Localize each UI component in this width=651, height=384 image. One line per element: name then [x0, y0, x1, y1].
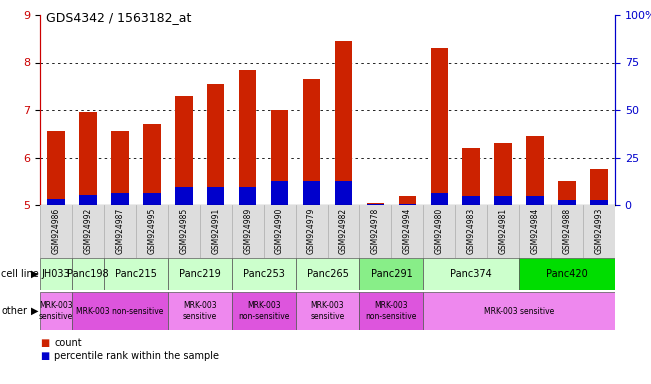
Bar	[271, 181, 288, 205]
Bar	[175, 96, 193, 205]
Bar	[590, 169, 608, 205]
Text: GSM924978: GSM924978	[371, 208, 380, 254]
Text: GSM924981: GSM924981	[499, 208, 508, 254]
Bar	[47, 131, 64, 205]
Text: Panc265: Panc265	[307, 269, 348, 279]
Bar	[430, 48, 448, 205]
Bar	[559, 200, 576, 205]
Bar	[143, 124, 161, 205]
Bar	[430, 193, 448, 205]
Bar	[398, 204, 416, 205]
Bar	[79, 113, 97, 205]
Bar	[40, 258, 72, 290]
Bar	[303, 181, 320, 205]
Text: ▶: ▶	[31, 306, 39, 316]
Text: Panc215: Panc215	[115, 269, 157, 279]
Bar	[335, 41, 352, 205]
Text: GSM924983: GSM924983	[467, 208, 476, 254]
Bar	[104, 258, 168, 290]
Bar	[423, 258, 519, 290]
Text: Panc291: Panc291	[370, 269, 412, 279]
Text: count: count	[54, 338, 82, 348]
Bar	[590, 200, 608, 205]
Text: Panc253: Panc253	[243, 269, 284, 279]
Bar	[47, 199, 64, 205]
Text: ■: ■	[40, 338, 49, 348]
Text: MRK-003
non-sensitive: MRK-003 non-sensitive	[238, 301, 289, 321]
Text: GSM924992: GSM924992	[83, 208, 92, 254]
Text: GSM924985: GSM924985	[179, 208, 188, 254]
Bar	[303, 79, 320, 205]
Bar	[271, 110, 288, 205]
Text: GSM924979: GSM924979	[307, 208, 316, 254]
Bar	[559, 181, 576, 205]
Bar	[527, 136, 544, 205]
Bar	[207, 84, 225, 205]
Bar	[79, 195, 97, 205]
Text: GDS4342 / 1563182_at: GDS4342 / 1563182_at	[46, 12, 191, 25]
Text: GSM924991: GSM924991	[211, 208, 220, 254]
Bar	[335, 181, 352, 205]
Text: GSM924982: GSM924982	[339, 208, 348, 254]
Text: MRK-003
non-sensitive: MRK-003 non-sensitive	[366, 301, 417, 321]
Bar	[40, 292, 72, 330]
Bar	[494, 197, 512, 205]
Text: MRK-003
sensitive: MRK-003 sensitive	[182, 301, 217, 321]
Bar	[143, 193, 161, 205]
Text: GSM924980: GSM924980	[435, 208, 444, 254]
Text: ▶: ▶	[31, 269, 39, 279]
Bar	[72, 258, 104, 290]
Text: GSM924988: GSM924988	[562, 208, 572, 254]
Text: percentile rank within the sample: percentile rank within the sample	[54, 351, 219, 361]
Text: JH033: JH033	[42, 269, 70, 279]
Bar	[232, 258, 296, 290]
Bar	[462, 148, 480, 205]
Text: GSM924993: GSM924993	[594, 208, 603, 254]
Bar	[367, 203, 384, 205]
Text: Panc198: Panc198	[67, 269, 109, 279]
Bar	[462, 197, 480, 205]
Bar	[239, 70, 256, 205]
Bar	[527, 197, 544, 205]
Text: GSM924987: GSM924987	[115, 208, 124, 254]
Bar	[494, 143, 512, 205]
Bar	[72, 292, 168, 330]
Text: ■: ■	[40, 351, 49, 361]
Bar	[168, 258, 232, 290]
Text: GSM924995: GSM924995	[147, 208, 156, 254]
Text: MRK-003
sensitive: MRK-003 sensitive	[311, 301, 344, 321]
Text: GSM924990: GSM924990	[275, 208, 284, 254]
Text: other: other	[1, 306, 27, 316]
Bar	[398, 195, 416, 205]
Bar	[359, 258, 423, 290]
Text: Panc420: Panc420	[546, 269, 588, 279]
Text: GSM924994: GSM924994	[403, 208, 412, 254]
Bar	[296, 258, 359, 290]
Bar	[111, 131, 129, 205]
Text: GSM924986: GSM924986	[51, 208, 61, 254]
Bar	[175, 187, 193, 205]
Text: MRK-003 non-sensitive: MRK-003 non-sensitive	[76, 306, 163, 316]
Bar	[239, 187, 256, 205]
Bar	[359, 292, 423, 330]
Bar	[168, 292, 232, 330]
Bar	[367, 204, 384, 205]
Bar	[207, 187, 225, 205]
Bar	[519, 258, 615, 290]
Bar	[232, 292, 296, 330]
Text: MRK-003 sensitive: MRK-003 sensitive	[484, 306, 554, 316]
Text: Panc219: Panc219	[179, 269, 221, 279]
Text: GSM924984: GSM924984	[531, 208, 540, 254]
Text: Panc374: Panc374	[450, 269, 492, 279]
Bar	[296, 292, 359, 330]
Text: cell line: cell line	[1, 269, 39, 279]
Bar	[423, 292, 615, 330]
Text: GSM924989: GSM924989	[243, 208, 252, 254]
Text: MRK-003
sensitive: MRK-003 sensitive	[39, 301, 73, 321]
Bar	[111, 193, 129, 205]
